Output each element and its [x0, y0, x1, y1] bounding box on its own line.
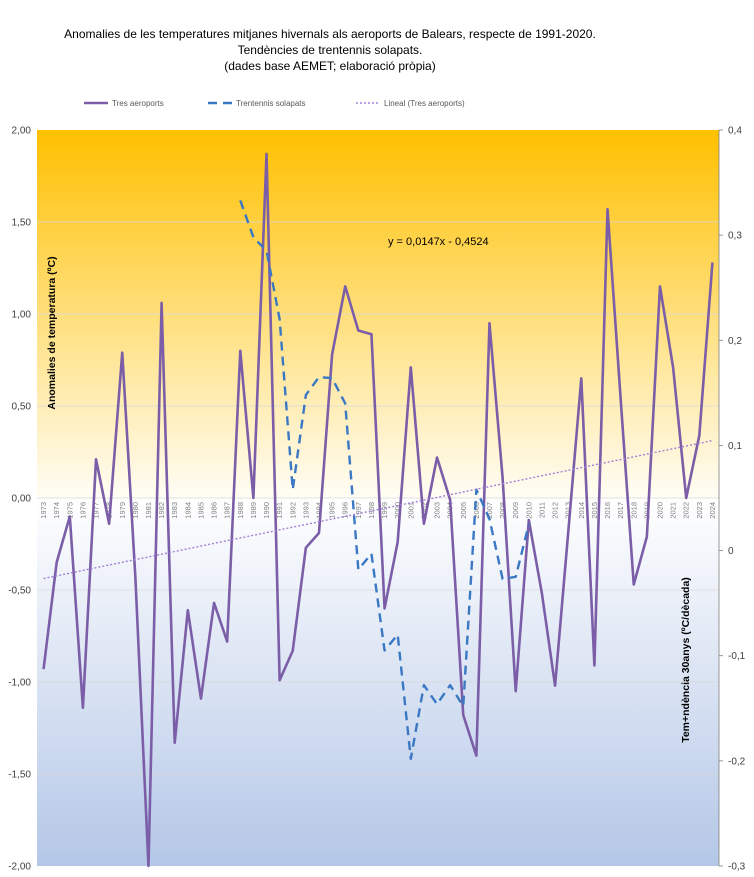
- y2-tick-label: -0,1: [728, 651, 746, 662]
- y-tick-label: -2,00: [8, 862, 31, 873]
- y-tick-label: 1,50: [12, 218, 32, 229]
- x-tick-label: 1983: [170, 502, 179, 519]
- x-tick-label: 1996: [341, 502, 350, 519]
- x-tick-label: 2010: [524, 502, 533, 519]
- x-tick-label: 2007: [485, 502, 494, 519]
- x-tick-label: 1998: [367, 502, 376, 519]
- x-tick-label: 1984: [183, 502, 192, 519]
- x-tick-label: 2011: [537, 502, 546, 518]
- x-tick-label: 2012: [551, 502, 560, 519]
- x-tick-label: 2023: [695, 502, 704, 519]
- y2-tick-label: -0,3: [728, 862, 746, 873]
- y2-tick-label: 0,1: [728, 441, 742, 452]
- x-tick-label: 2005: [459, 502, 468, 519]
- legend-label: Tres aeroports: [112, 99, 164, 108]
- x-tick-label: 1999: [380, 502, 389, 519]
- x-tick-label: 1988: [236, 502, 245, 519]
- x-tick-label: 1990: [262, 502, 271, 519]
- y-tick-label: 2,00: [12, 126, 32, 137]
- chart-title-line1: Anomalies de les temperatures mitjanes h…: [64, 27, 596, 41]
- x-tick-label: 1989: [249, 502, 258, 519]
- y-tick-label: 0,00: [12, 494, 32, 505]
- y-tick-label: -1,00: [8, 678, 31, 689]
- x-tick-label: 2022: [682, 502, 691, 519]
- x-tick-label: 1973: [39, 502, 48, 519]
- x-tick-label: 1987: [223, 502, 232, 519]
- y-tick-label: -1,50: [8, 770, 31, 781]
- x-tick-label: 2019: [642, 502, 651, 519]
- x-tick-label: 1982: [157, 502, 166, 519]
- x-tick-label: 1977: [92, 502, 101, 519]
- x-tick-label: 2008: [498, 502, 507, 519]
- x-tick-label: 2001: [406, 502, 415, 519]
- x-tick-label: 1995: [328, 502, 337, 519]
- x-tick-label: 1981: [144, 502, 153, 519]
- x-tick-label: 1997: [354, 502, 363, 519]
- legend-label: Lineal (Tres aeroports): [384, 99, 465, 108]
- x-tick-label: 2009: [511, 502, 520, 519]
- y2-tick-label: 0,2: [728, 336, 742, 347]
- trendline-equation: y = 0,0147x - 0,4524: [388, 236, 489, 248]
- legend-label: Trentennis solapats: [236, 99, 306, 108]
- x-tick-label: 1985: [196, 502, 205, 519]
- x-tick-label: 2000: [393, 502, 402, 519]
- x-tick-label: 2024: [708, 502, 717, 519]
- chart-title-line2: Tendències de trentennis solapats.: [237, 43, 423, 57]
- x-tick-label: 1976: [78, 502, 87, 519]
- y-tick-label: 1,00: [12, 310, 32, 321]
- y2-tick-label: 0,4: [728, 126, 742, 137]
- y-axis-label: Anomalies de temperatura (ºC): [46, 256, 58, 409]
- x-tick-label: 2015: [590, 502, 599, 519]
- x-tick-label: 2018: [629, 502, 638, 519]
- y-tick-label: -0,50: [8, 586, 31, 597]
- x-tick-label: 1979: [118, 502, 127, 519]
- y2-tick-label: 0: [728, 546, 734, 557]
- y2-tick-label: -0,2: [728, 756, 746, 767]
- x-tick-label: 2016: [603, 502, 612, 519]
- y-tick-label: 0,50: [12, 402, 32, 413]
- series-lineal-trend: [43, 439, 713, 580]
- y2-tick-label: 0,3: [728, 231, 742, 242]
- x-tick-label: 1993: [301, 502, 310, 519]
- x-tick-label: 2014: [577, 502, 586, 519]
- x-tick-label: 2017: [616, 502, 625, 519]
- x-tick-label: 1980: [131, 502, 140, 519]
- x-tick-label: 1992: [288, 502, 297, 519]
- series-tres-aeroports: [42, 152, 714, 868]
- x-tick-label: 1986: [210, 502, 219, 519]
- y2-axis-label: Tem+ndència 30anys (ºC/dècada): [680, 577, 692, 743]
- x-tick-label: 2006: [472, 502, 481, 519]
- x-tick-label: 1974: [52, 502, 61, 519]
- x-tick-label: 1975: [65, 502, 74, 519]
- x-tick-label: 1991: [275, 502, 284, 519]
- x-tick-label: 1994: [314, 502, 323, 519]
- series-trentennis-solapats: [239, 200, 530, 760]
- x-tick-label: 2020: [655, 502, 664, 519]
- x-tick-label: 2021: [669, 502, 678, 519]
- x-tick-label: 2013: [564, 502, 573, 519]
- x-tick-label: 2003: [433, 502, 442, 519]
- chart-title-line3: (dades base AEMET; elaboració pròpia): [224, 59, 436, 73]
